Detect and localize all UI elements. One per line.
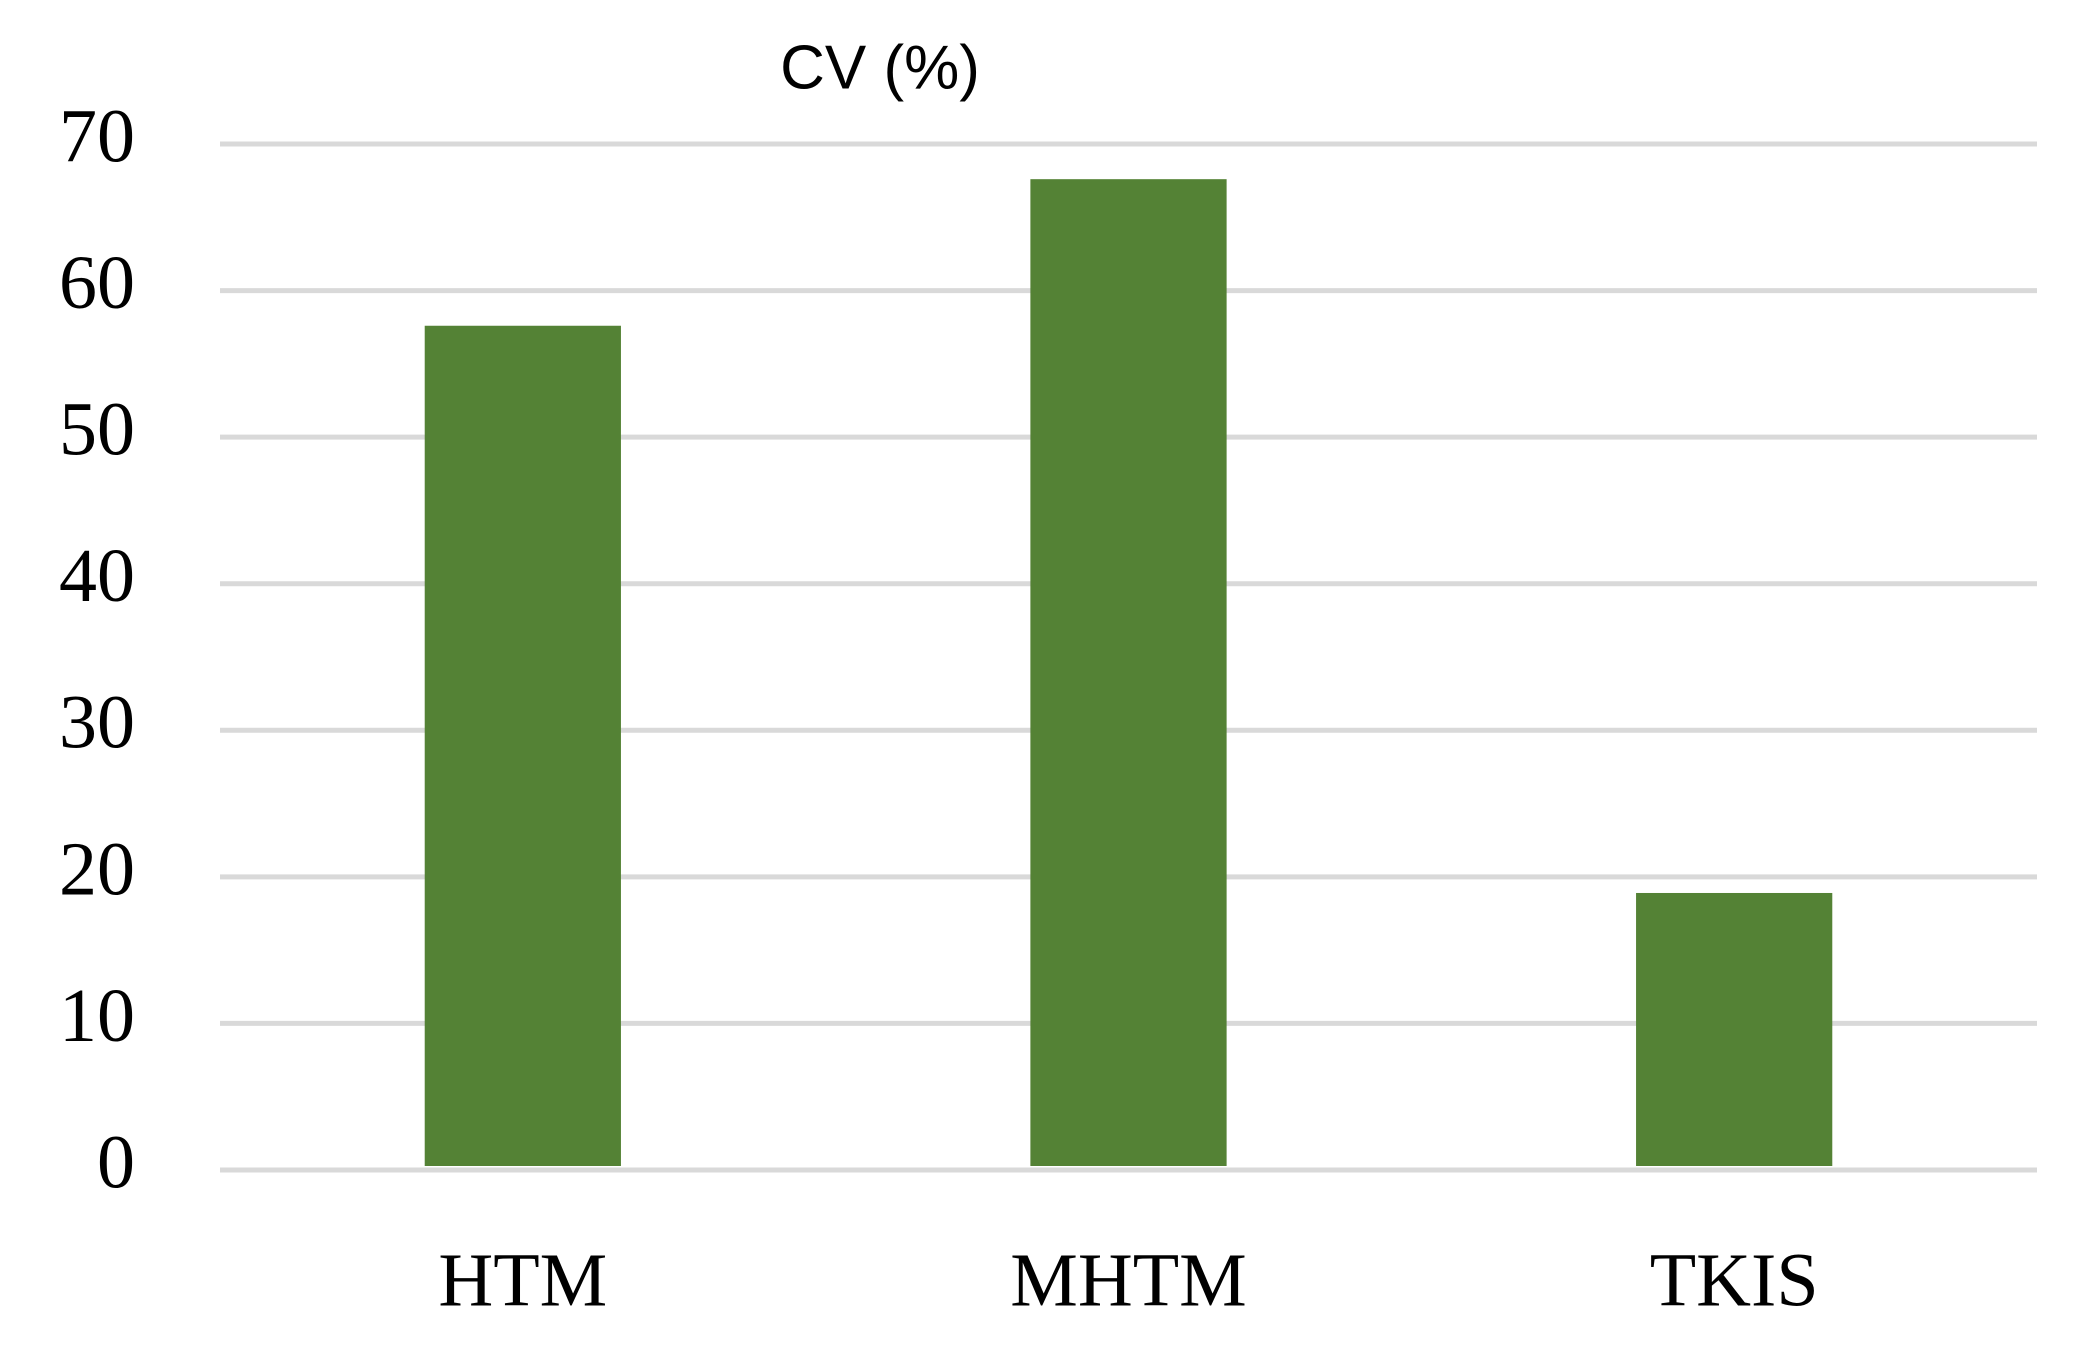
y-tick-label: 20 (59, 827, 135, 911)
bar (424, 325, 621, 1167)
y-tick-label: 40 (59, 534, 135, 618)
y-tick-label: 30 (59, 681, 135, 765)
y-tick-label: 50 (59, 388, 135, 472)
x-tick-label: TKIS (1650, 1238, 1819, 1322)
y-tick-label: 0 (97, 1120, 135, 1204)
y-tick-label: 10 (59, 974, 135, 1058)
chart-title: CV (%) (780, 33, 980, 102)
bar (1636, 892, 1833, 1166)
x-tick-label: MHTM (1010, 1238, 1246, 1322)
x-tick-label: HTM (438, 1238, 607, 1322)
y-tick-label: 60 (59, 241, 135, 325)
y-tick-label: 70 (59, 94, 135, 178)
bar (1030, 179, 1227, 1167)
